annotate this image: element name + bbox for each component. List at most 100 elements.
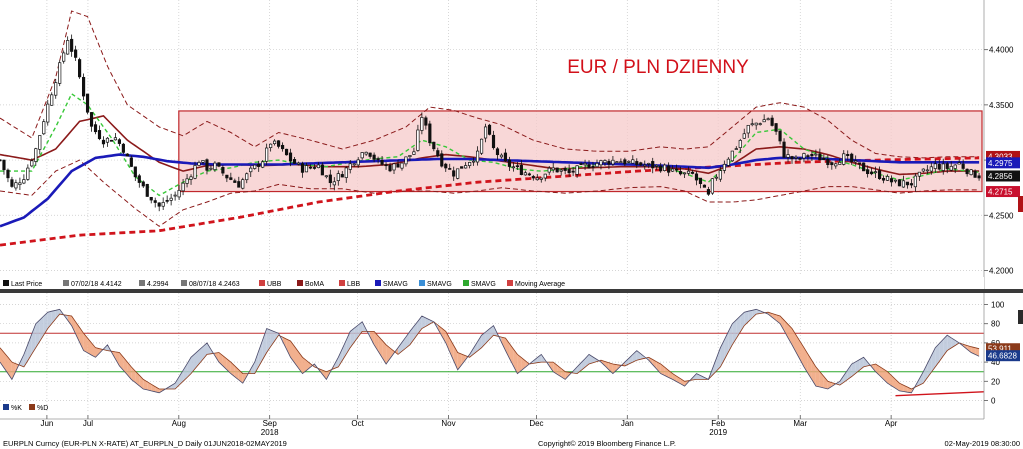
candle-body: [790, 156, 794, 160]
stoch-fill-segment: [947, 335, 952, 351]
candle-body: [30, 160, 34, 167]
stoch-fill-segment: [445, 331, 450, 352]
candle: [6, 168, 10, 183]
x-month-label: Jul: [83, 419, 93, 428]
candle: [901, 175, 906, 188]
stoch-fill-segment: [712, 358, 717, 376]
candle-body: [678, 171, 683, 175]
price-tick-label: 4.2500: [989, 211, 1014, 220]
candle-body: [881, 177, 886, 181]
stoch-fill-segment: [382, 340, 387, 364]
candle: [822, 154, 826, 161]
candle: [153, 197, 157, 208]
candle: [718, 166, 722, 182]
candle-body: [217, 162, 221, 167]
stoch-fill-segment: [143, 379, 148, 390]
candle-body: [145, 183, 149, 197]
candle-body: [62, 52, 66, 62]
candle: [78, 57, 82, 79]
candle: [169, 193, 173, 206]
candle-body: [965, 168, 969, 175]
stoch-fill-segment: [473, 341, 478, 355]
candle-body: [185, 178, 189, 184]
stoch-fill-segment: [123, 357, 128, 375]
candle-body: [320, 164, 324, 176]
candle-body: [408, 155, 412, 158]
footer: EURPLN Curncy (EUR-PLN X-RATE) AT_EURPLN…: [3, 439, 1020, 448]
candle-body: [925, 169, 929, 172]
candle-body: [428, 123, 432, 144]
candle: [730, 150, 734, 162]
candle-body: [448, 168, 452, 170]
candle-body: [611, 159, 615, 165]
price-badge: [986, 170, 1020, 182]
edge-marker: [1018, 196, 1023, 212]
candle: [296, 161, 301, 166]
candle: [18, 177, 22, 191]
candle-body: [889, 178, 894, 183]
candle-body: [280, 144, 285, 150]
candle-body: [913, 175, 917, 188]
candle-body: [794, 156, 798, 159]
candle-body: [937, 163, 941, 170]
candle-body: [93, 124, 98, 133]
stoch-d-line: [0, 311, 980, 390]
candle: [766, 117, 770, 121]
stoch-fill-segment: [581, 358, 586, 371]
sma-blue: [0, 153, 980, 228]
candle-body: [396, 163, 400, 168]
stoch-fill-segment: [505, 338, 510, 359]
candle: [265, 143, 269, 166]
candle: [197, 160, 201, 166]
stoch-fill-segment: [195, 350, 199, 369]
candle-body: [671, 168, 675, 172]
stoch-fill-segment: [939, 339, 944, 362]
candle: [551, 162, 555, 173]
stoch-fill-segment: [871, 364, 876, 372]
panel-separator[interactable]: [0, 289, 1023, 293]
candle-body: [356, 159, 360, 166]
candle: [448, 163, 452, 170]
stoch-fill-segment: [83, 333, 88, 353]
candle: [332, 177, 336, 191]
legend-swatch: [375, 280, 381, 286]
candle-body: [519, 164, 523, 176]
candle-body: [209, 167, 213, 170]
candle: [42, 119, 46, 136]
candle-body: [746, 124, 750, 134]
candle-body: [977, 175, 981, 179]
legend-item-label: Moving Average: [515, 281, 565, 288]
candle-body: [479, 138, 484, 154]
candle: [460, 166, 464, 169]
legend-swatch: [63, 280, 69, 286]
candle-body: [826, 158, 830, 165]
candle: [440, 150, 444, 168]
candle: [627, 160, 631, 163]
candle: [233, 178, 237, 183]
candle-body: [523, 172, 527, 176]
candle-body: [384, 164, 388, 167]
candle: [81, 73, 86, 101]
candle: [854, 155, 858, 166]
candle: [70, 34, 74, 57]
stoch-fill-segment: [593, 357, 597, 363]
candle-body: [372, 154, 376, 160]
stoch-fill-segment: [859, 357, 864, 371]
candle: [754, 122, 758, 130]
candle-body: [957, 162, 961, 165]
stoch-fill-segment: [919, 371, 924, 386]
candle-body: [921, 168, 925, 172]
stoch-fill-segment: [23, 344, 28, 367]
candle: [428, 120, 432, 147]
price-legend: Last Price 07/02/18 4.4142 4.2994 08/07/18 …: [0, 277, 984, 289]
candle-body: [830, 162, 834, 166]
candle-body: [870, 171, 874, 175]
candle-body: [591, 166, 595, 168]
candle: [786, 149, 790, 163]
candle-body: [595, 162, 599, 168]
candle-body: [400, 162, 404, 169]
candle-body: [0, 159, 2, 162]
candle-body: [436, 150, 440, 157]
candle-body: [296, 162, 301, 165]
candle: [798, 157, 802, 161]
